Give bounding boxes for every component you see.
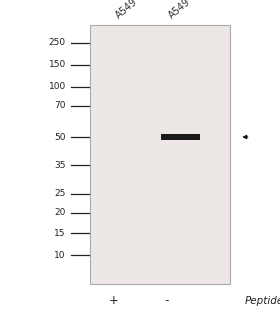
Text: 70: 70: [54, 101, 66, 110]
Text: Peptide: Peptide: [245, 296, 280, 306]
Text: 50: 50: [54, 133, 66, 141]
Text: 20: 20: [54, 208, 66, 217]
Text: 100: 100: [48, 82, 66, 91]
Text: -: -: [164, 294, 169, 307]
Text: 35: 35: [54, 161, 66, 170]
Bar: [90, 25, 230, 284]
Text: 250: 250: [49, 38, 66, 47]
Text: A549: A549: [167, 0, 192, 20]
Text: 10: 10: [54, 251, 66, 260]
Text: A549: A549: [113, 0, 139, 20]
Text: 15: 15: [54, 229, 66, 238]
Bar: [161, 134, 200, 140]
Text: 25: 25: [54, 189, 66, 198]
Text: 150: 150: [48, 60, 66, 69]
Text: +: +: [108, 294, 118, 307]
